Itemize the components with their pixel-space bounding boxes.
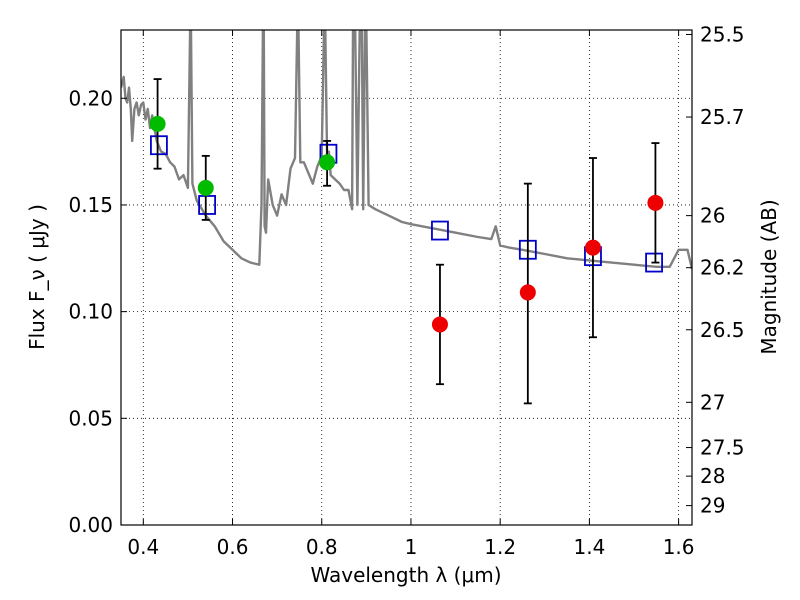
model-point [150, 135, 168, 156]
data-point [149, 115, 166, 132]
right-tick-label: 25.5 [700, 22, 745, 46]
model-point [431, 220, 449, 241]
y-axis-label: Flux F_ν ( μJy ) [25, 204, 49, 350]
spectrum-line [121, 30, 692, 270]
x-tick-label: 0.6 [217, 535, 249, 559]
y-tick-label: 0.05 [68, 406, 113, 430]
plot-frame [120, 29, 693, 526]
right-tick-label: 27 [700, 390, 725, 414]
x-tick-label: 1.2 [484, 535, 516, 559]
right-tick-label: 28 [700, 464, 725, 488]
right-tick-label: 27.5 [700, 436, 745, 460]
x-tick-label: 0.8 [306, 535, 338, 559]
right-tick-label: 26 [700, 204, 725, 228]
right-tick-label: 26.2 [700, 256, 745, 280]
data-point [519, 284, 536, 301]
model-point [198, 195, 216, 215]
grid [121, 30, 692, 526]
right-tick-label: 25.7 [700, 105, 745, 129]
x-tick-label: 1.4 [573, 535, 605, 559]
right-axis-label: Magnitude (AB) [757, 199, 781, 354]
data-point [197, 179, 214, 196]
y-tick-label: 0.10 [68, 300, 113, 324]
y-tick-label: 0.20 [68, 86, 113, 110]
x-tick-label: 1 [405, 535, 418, 559]
right-tick-label: 29 [700, 494, 725, 518]
plot-area [121, 30, 692, 405]
data-point [431, 316, 448, 333]
x-tick-label: 0.4 [127, 535, 159, 559]
model-point [645, 252, 663, 273]
data-point [319, 154, 336, 171]
right-tick-label: 26.5 [700, 318, 745, 342]
data-point [584, 239, 601, 256]
y-tick-label: 0.15 [68, 193, 113, 217]
data-point [647, 194, 664, 211]
y-tick-label: 0.00 [68, 513, 113, 537]
x-axis-label: Wavelength λ (μm) [310, 563, 501, 587]
axis-ticks: 0.4 0.6 0.8 1 1.2 1.4 1.6 0.00 0.05 0.10 0.15 0.20 2… [68, 22, 744, 559]
x-tick-label: 1.6 [663, 535, 695, 559]
